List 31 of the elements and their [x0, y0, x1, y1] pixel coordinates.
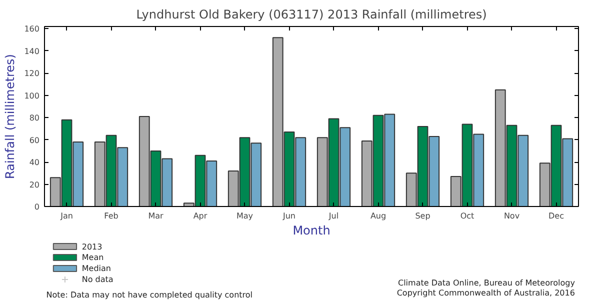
y-tick-label: 100: [24, 91, 40, 100]
x-tick-label: Sep: [415, 212, 430, 220]
x-tick-label: Feb: [104, 212, 118, 220]
y-tick-label: 160: [24, 24, 40, 34]
x-tick-label: May: [236, 212, 254, 220]
y-tick-label: 0: [34, 202, 40, 212]
legend-label: No data: [82, 275, 114, 284]
legend-label: Mean: [82, 253, 104, 262]
x-tick-label: Oct: [460, 212, 474, 220]
legend-label: Median: [82, 264, 111, 273]
y-tick-label: 40: [29, 158, 40, 168]
text: Climate Data Online, Bureau of Meteorology: [398, 278, 576, 288]
y-tick-label: 140: [24, 46, 40, 56]
x-tick-label: Aug: [370, 212, 386, 220]
x-tick-label: Nov: [504, 212, 520, 220]
legend-label: 2013: [82, 242, 102, 252]
y-tick-label: 80: [29, 114, 40, 123]
y-axis-title: Rainfall (millimetres): [3, 54, 18, 179]
y-tick-label: 60: [29, 136, 40, 145]
x-tick-label: Jan: [60, 212, 73, 220]
x-tick-label: Mar: [148, 212, 164, 220]
text: Note: Data may not have completed quality control: [46, 290, 253, 300]
x-axis-title: Month: [292, 224, 330, 238]
chart-title: Lyndhurst Old Bakery (063117) 2013 Rainfall (millimetres): [136, 8, 487, 22]
x-tick-label: Jun: [282, 212, 296, 220]
y-tick-label: 120: [24, 69, 40, 78]
text: Copyright Commonwealth of Australia, 2016: [396, 288, 575, 298]
y-tick-label: 20: [29, 180, 40, 190]
x-tick-label: Dec: [548, 212, 564, 220]
x-tick-label: Jul: [328, 212, 339, 220]
x-tick-label: Apr: [193, 212, 208, 220]
